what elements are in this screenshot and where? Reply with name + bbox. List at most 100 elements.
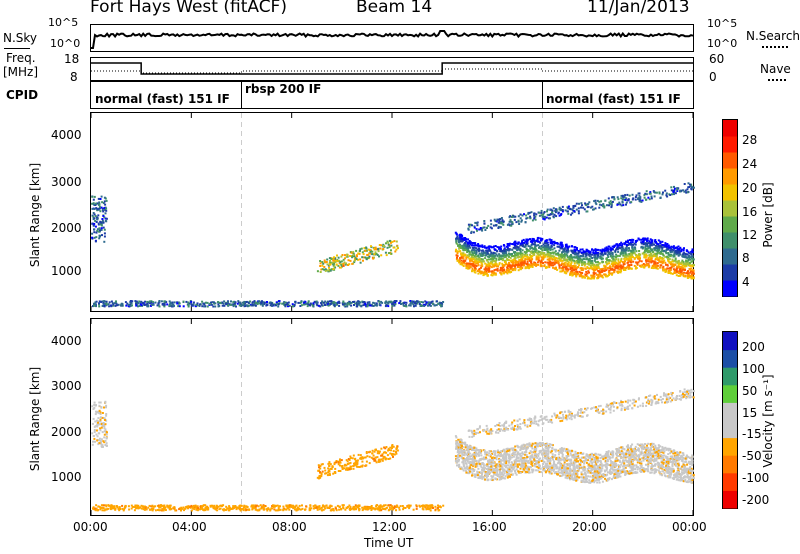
power-mark xyxy=(333,304,336,307)
power-mark xyxy=(527,249,530,252)
velocity-mark xyxy=(402,506,405,509)
power-mark xyxy=(677,259,680,262)
power-mark xyxy=(600,204,603,207)
velocity-mark xyxy=(103,433,106,436)
velocity-mark xyxy=(298,504,301,507)
power-mark xyxy=(590,274,593,277)
power-mark xyxy=(679,189,682,192)
power-mark xyxy=(502,223,505,226)
velocity-mark xyxy=(321,504,324,507)
power-mark xyxy=(686,272,689,275)
velocity-mark xyxy=(434,505,437,508)
power-mark xyxy=(473,246,476,249)
power-mark xyxy=(129,300,132,303)
power-mark xyxy=(663,244,666,247)
velocity-mark xyxy=(370,509,373,511)
power-mark xyxy=(437,302,440,305)
power-mark xyxy=(549,249,552,251)
power-mark xyxy=(531,263,534,266)
nave-tick-bottom: 0 xyxy=(709,70,717,84)
power-mark xyxy=(556,242,559,245)
power-mark xyxy=(336,254,338,257)
velocity-mark xyxy=(402,508,405,511)
velocity-mark xyxy=(431,505,434,507)
power-mark xyxy=(591,262,594,265)
velocity-mark xyxy=(346,463,349,465)
velocity-mark xyxy=(169,506,172,509)
power-mark xyxy=(584,273,587,276)
power-mark xyxy=(553,213,556,216)
power-mark xyxy=(357,258,359,261)
power-mark xyxy=(508,248,511,251)
power-mark xyxy=(230,300,232,303)
power-mark xyxy=(534,215,537,218)
power-mark xyxy=(625,258,628,261)
power-mark xyxy=(665,243,668,246)
velocity-mark xyxy=(237,507,240,510)
power-mark xyxy=(489,219,492,222)
power-mark xyxy=(641,252,644,255)
velocity-mark xyxy=(238,505,241,508)
power-mark xyxy=(569,266,572,269)
power-mark xyxy=(477,272,480,275)
power-mark xyxy=(243,301,246,304)
power-mark xyxy=(633,252,636,255)
power-mark xyxy=(546,250,549,253)
power-mark xyxy=(566,246,569,249)
power-mark xyxy=(642,266,645,269)
power-mark xyxy=(484,229,487,231)
power-mark xyxy=(519,250,522,253)
power-mark xyxy=(92,202,95,205)
power-mark xyxy=(344,257,346,260)
velocity-mark xyxy=(104,423,107,426)
power-mark xyxy=(654,244,657,247)
power-mark xyxy=(514,260,517,262)
power-mark xyxy=(598,200,601,203)
power-mark xyxy=(546,245,549,248)
power-mark xyxy=(515,263,518,266)
power-mark xyxy=(540,261,543,264)
power-mark xyxy=(576,266,579,269)
power-mark xyxy=(253,300,256,303)
velocity-mark xyxy=(338,505,341,508)
power-mark xyxy=(508,265,511,268)
power-mark xyxy=(539,251,542,254)
velocity-mark xyxy=(434,508,437,511)
power-mark xyxy=(646,243,649,246)
power-mark xyxy=(462,257,465,260)
velocity-mark xyxy=(437,509,440,512)
power-mark xyxy=(523,262,525,265)
power-mark xyxy=(460,247,463,249)
power-mark xyxy=(682,248,685,251)
power-mark xyxy=(530,211,533,214)
power-mark xyxy=(305,302,308,305)
power-mark xyxy=(486,251,489,254)
power-mark xyxy=(547,244,550,246)
power-mark xyxy=(324,269,327,272)
power-mark xyxy=(616,254,619,257)
power-mark xyxy=(625,255,628,258)
power-mark xyxy=(131,300,134,303)
freq-panel xyxy=(90,57,694,81)
power-mark xyxy=(176,301,179,304)
power-mark xyxy=(152,301,154,304)
power-mark xyxy=(261,304,264,307)
power-mark xyxy=(146,300,149,303)
power-mark xyxy=(631,193,634,196)
power-mark xyxy=(661,248,664,250)
date-title: 11/Jan/2013 xyxy=(587,0,690,17)
power-mark xyxy=(488,247,491,250)
velocity-mark xyxy=(299,508,302,511)
power-mark xyxy=(690,185,693,187)
power-mark xyxy=(576,248,578,251)
power-mark xyxy=(478,245,481,248)
power-mark xyxy=(655,252,658,255)
power-mark xyxy=(100,229,103,231)
power-mark xyxy=(625,197,628,200)
power-mark xyxy=(599,273,602,276)
velocity-mark xyxy=(91,422,94,425)
power-mark xyxy=(135,304,138,307)
power-mark xyxy=(182,305,185,308)
power-mark xyxy=(357,303,360,306)
power-mark xyxy=(342,300,345,303)
